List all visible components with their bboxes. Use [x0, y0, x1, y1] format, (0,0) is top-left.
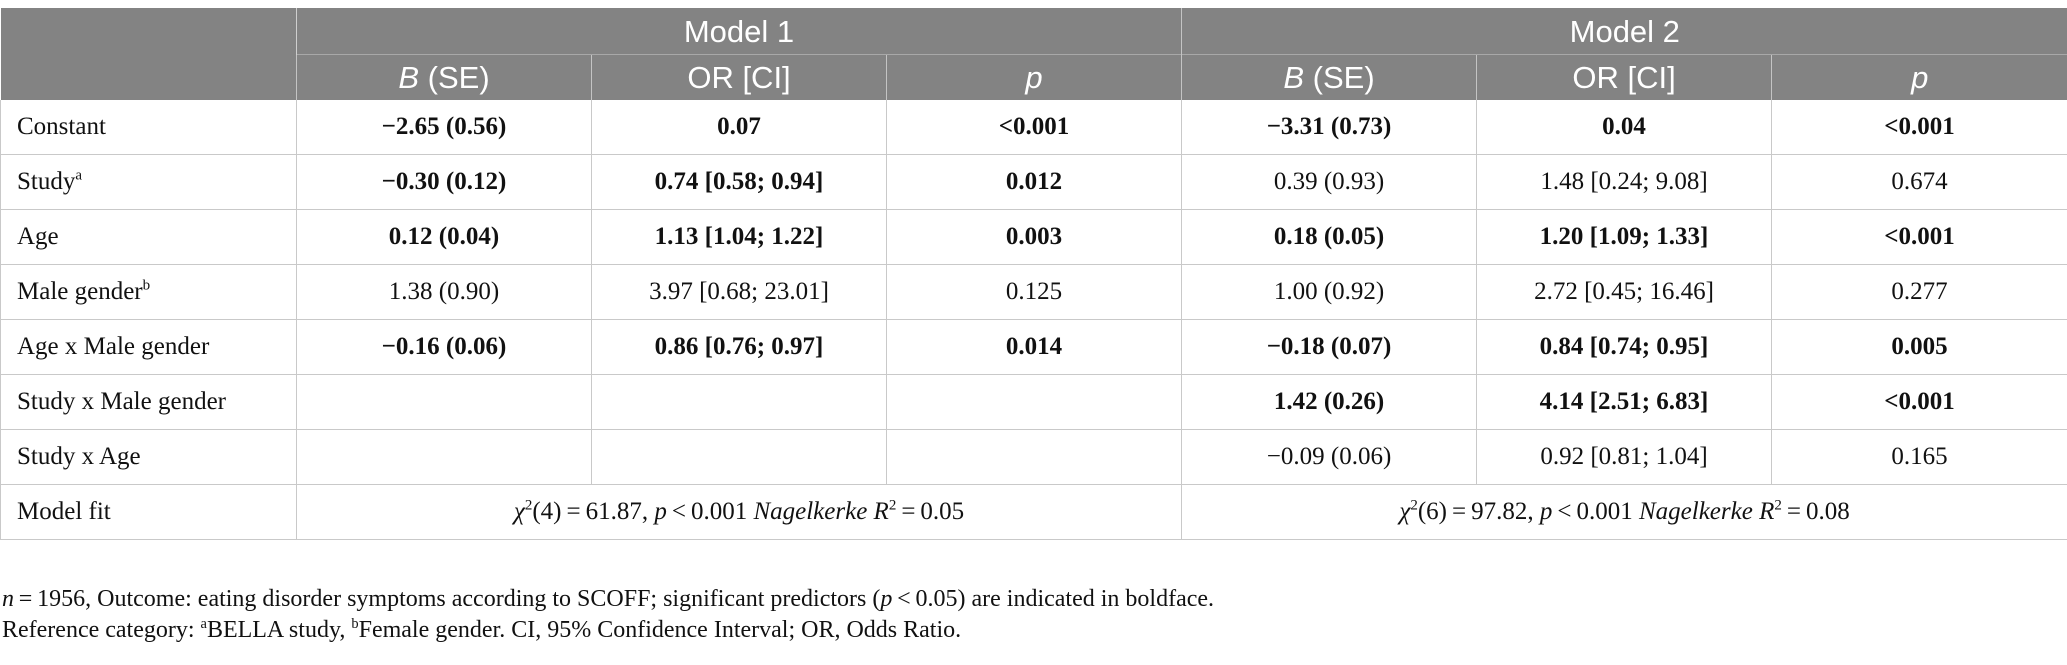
table-row: Study x Age −0.09 (0.06) 0.92 [0.81; 1.0… [0, 429, 2067, 485]
header-b-se-m1: B (SE) [296, 54, 592, 100]
cell-m1-p [885, 429, 1183, 485]
model-fit-m2: χ2(6) = 97.82, p < 0.001 Nagelkerke R2 =… [1181, 484, 2067, 540]
cell-m2-b: 1.00 (0.92) [1181, 264, 1478, 320]
table-body: Constant −2.65 (0.56) 0.07 <0.001 −3.31 … [0, 100, 2067, 540]
header-model-1: Model 1 [295, 8, 1182, 55]
header-or-ci-m1: OR [CI] [591, 54, 887, 100]
cell-m2-or: 0.92 [0.81; 1.04] [1476, 429, 1773, 485]
model-fit-m1: χ2(4) = 61.87, p < 0.001 Nagelkerke R2 =… [295, 484, 1183, 540]
cell-m1-b: 0.12 (0.04) [296, 209, 592, 265]
cell-m2-or: 1.48 [0.24; 9.08] [1476, 154, 1773, 210]
regression-table: Model 1 Model 2 B (SE) OR [CI] p B (SE) … [0, 8, 2067, 540]
cell-m2-b: 0.18 (0.05) [1181, 209, 1478, 265]
cell-m1-p: 0.012 [885, 154, 1183, 210]
cell-m2-or: 1.20 [1.09; 1.33] [1476, 209, 1773, 265]
header-p-m1: p [885, 54, 1182, 100]
row-label: Studya [0, 154, 297, 210]
cell-m1-b: −2.65 (0.56) [296, 100, 592, 155]
table-row: Studya −0.30 (0.12) 0.74 [0.58; 0.94] 0.… [0, 154, 2067, 210]
header-model-2: Model 2 [1181, 8, 2067, 55]
cell-m2-or: 4.14 [2.51; 6.83] [1476, 374, 1773, 430]
table-row: Constant −2.65 (0.56) 0.07 <0.001 −3.31 … [0, 100, 2067, 155]
cell-m2-or: 0.84 [0.74; 0.95] [1476, 319, 1773, 375]
cell-m2-p: 0.165 [1771, 429, 2067, 485]
row-label: Male genderb [0, 264, 297, 320]
cell-m2-p: 0.005 [1771, 319, 2067, 375]
cell-m1-p: 0.003 [885, 209, 1183, 265]
table-row: Study x Male gender 1.42 (0.26) 4.14 [2.… [0, 374, 2067, 430]
cell-m2-b: −3.31 (0.73) [1181, 100, 1478, 155]
header-or-ci-m2: OR [CI] [1476, 54, 1772, 100]
model-fit-row: Model fit χ2(4) = 61.87, p < 0.001 Nagel… [0, 484, 2067, 540]
cell-m1-p: 0.014 [885, 319, 1183, 375]
cell-m1-b: −0.16 (0.06) [296, 319, 592, 375]
cell-m2-p: <0.001 [1771, 374, 2067, 430]
cell-m1-p: <0.001 [885, 100, 1183, 155]
cell-m1-or [591, 374, 887, 430]
cell-m1-b: 1.38 (0.90) [296, 264, 592, 320]
cell-m2-or: 2.72 [0.45; 16.46] [1476, 264, 1773, 320]
row-label: Study x Male gender [0, 374, 297, 430]
cell-m1-p [885, 374, 1183, 430]
cell-m2-p: <0.001 [1771, 100, 2067, 155]
table-row: Age 0.12 (0.04) 1.13 [1.04; 1.22] 0.003 … [0, 209, 2067, 265]
footnote-line-1: n = 1956, Outcome: eating disorder sympt… [2, 586, 1215, 612]
cell-m1-b: −0.30 (0.12) [296, 154, 592, 210]
cell-m1-b [296, 374, 592, 430]
cell-m2-p: <0.001 [1771, 209, 2067, 265]
cell-m1-or: 0.07 [591, 100, 887, 155]
cell-m2-p: 0.277 [1771, 264, 2067, 320]
cell-m1-or: 3.97 [0.68; 23.01] [591, 264, 887, 320]
cell-m2-p: 0.674 [1771, 154, 2067, 210]
row-label: Constant [0, 100, 297, 155]
cell-m1-p: 0.125 [885, 264, 1183, 320]
row-label: Study x Age [0, 429, 297, 485]
header-blank [0, 8, 297, 100]
footnote-line-2: Reference category: aBELLA study, bFemal… [2, 616, 962, 643]
row-label: Age [0, 209, 297, 265]
row-label: Age x Male gender [0, 319, 297, 375]
table-header: Model 1 Model 2 B (SE) OR [CI] p B (SE) … [0, 8, 2067, 100]
cell-m2-b: −0.09 (0.06) [1181, 429, 1478, 485]
cell-m1-or: 0.86 [0.76; 0.97] [591, 319, 887, 375]
cell-m1-b [296, 429, 592, 485]
header-p-m2: p [1771, 54, 2067, 100]
cell-m2-b: 1.42 (0.26) [1181, 374, 1478, 430]
table-row: Male genderb 1.38 (0.90) 3.97 [0.68; 23.… [0, 264, 2067, 320]
table-row: Age x Male gender −0.16 (0.06) 0.86 [0.7… [0, 319, 2067, 375]
model-fit-label: Model fit [0, 484, 297, 540]
cell-m2-b: 0.39 (0.93) [1181, 154, 1478, 210]
cell-m1-or: 1.13 [1.04; 1.22] [591, 209, 887, 265]
header-b-se-m2: B (SE) [1181, 54, 1477, 100]
cell-m1-or [591, 429, 887, 485]
cell-m1-or: 0.74 [0.58; 0.94] [591, 154, 887, 210]
table-footnotes: n = 1956, Outcome: eating disorder sympt… [2, 584, 1214, 646]
cell-m2-b: −0.18 (0.07) [1181, 319, 1478, 375]
cell-m2-or: 0.04 [1476, 100, 1773, 155]
